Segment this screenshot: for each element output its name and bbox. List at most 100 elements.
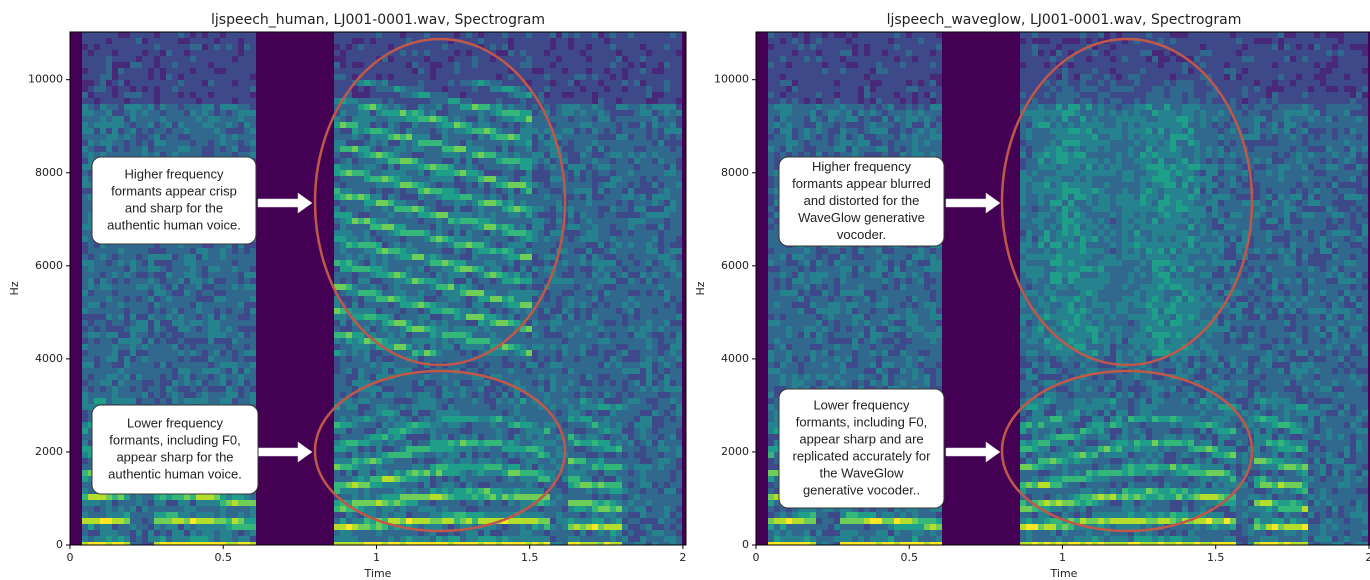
spectrogram-cell xyxy=(262,50,268,56)
spectrogram-cell xyxy=(76,434,82,440)
spectrogram-cell xyxy=(298,494,304,500)
spectrogram-cell xyxy=(286,398,292,404)
spectrogram-cell xyxy=(124,44,130,50)
spectrogram-cell xyxy=(124,260,130,266)
spectrogram-cell xyxy=(298,434,304,440)
spectrogram-cell xyxy=(364,248,370,254)
spectrogram-cell xyxy=(394,116,400,122)
spectrogram-cell xyxy=(100,98,106,104)
spectrogram-cell xyxy=(406,80,412,86)
spectrogram-cell xyxy=(352,122,358,128)
spectrogram-cell xyxy=(286,56,292,62)
spectrogram-cell xyxy=(352,398,358,404)
spectrogram-cell xyxy=(184,92,190,98)
spectrogram-cell xyxy=(388,536,394,542)
spectrogram-cell xyxy=(298,182,304,188)
spectrogram-cell xyxy=(124,512,130,518)
spectrogram-cell xyxy=(316,260,322,266)
spectrogram-cell xyxy=(358,32,364,38)
spectrogram-cell xyxy=(106,56,112,62)
spectrogram-cell xyxy=(190,530,196,536)
spectrogram-cell xyxy=(400,290,406,296)
spectrogram-cell xyxy=(190,38,196,44)
spectrogram-cell xyxy=(292,440,298,446)
spectrogram-cell xyxy=(412,254,418,260)
spectrogram-cell xyxy=(184,338,190,344)
spectrogram-cell xyxy=(376,278,382,284)
spectrogram-cell xyxy=(112,362,118,368)
spectrogram-cell xyxy=(370,284,376,290)
spectrogram-cell xyxy=(334,224,340,230)
spectrogram-cell xyxy=(82,506,88,512)
spectrogram-cell xyxy=(346,518,352,524)
spectrogram-cell xyxy=(364,296,370,302)
spectrogram-cell xyxy=(304,536,310,542)
spectrogram-cell xyxy=(70,188,76,194)
spectrogram-cell xyxy=(418,32,424,38)
spectrogram-cell xyxy=(358,314,364,320)
spectrogram-cell xyxy=(172,104,178,110)
spectrogram-cell xyxy=(340,524,346,530)
spectrogram-cell xyxy=(394,38,400,44)
spectrogram-cell xyxy=(358,470,364,476)
spectrogram-cell xyxy=(340,320,346,326)
spectrogram-cell xyxy=(346,434,352,440)
spectrogram-cell xyxy=(190,62,196,68)
spectrogram-cell xyxy=(262,146,268,152)
spectrogram-cell xyxy=(130,128,136,134)
spectrogram-cell xyxy=(376,194,382,200)
spectrogram-cell xyxy=(352,134,358,140)
spectrogram-cell xyxy=(346,428,352,434)
spectrogram-cell xyxy=(214,536,220,542)
spectrogram-cell xyxy=(412,44,418,50)
spectrogram-cell xyxy=(154,50,160,56)
spectrogram-cell xyxy=(76,302,82,308)
spectrogram-cell xyxy=(172,146,178,152)
spectrogram-cell xyxy=(238,506,244,512)
spectrogram-cell xyxy=(376,494,382,500)
spectrogram-cell xyxy=(328,416,334,422)
spectrogram-cell xyxy=(112,332,118,338)
spectrogram-cell xyxy=(406,326,412,332)
spectrogram-cell xyxy=(244,506,250,512)
spectrogram-cell xyxy=(352,452,358,458)
spectrogram-cell xyxy=(400,182,406,188)
spectrogram-cell xyxy=(322,284,328,290)
spectrogram-cell xyxy=(202,104,208,110)
spectrogram-cell xyxy=(256,176,262,182)
spectrogram-cell xyxy=(376,488,382,494)
spectrogram-cell xyxy=(70,398,76,404)
spectrogram-cell xyxy=(70,278,76,284)
spectrogram-cell xyxy=(214,284,220,290)
spectrogram-cell xyxy=(298,326,304,332)
spectrogram-cell xyxy=(364,122,370,128)
spectrogram-cell xyxy=(400,272,406,278)
spectrogram-cell xyxy=(394,476,400,482)
spectrogram-cell xyxy=(286,392,292,398)
spectrogram-cell xyxy=(238,110,244,116)
spectrogram-cell xyxy=(382,194,388,200)
spectrogram-cell xyxy=(154,134,160,140)
spectrogram-cell xyxy=(376,230,382,236)
spectrogram-cell xyxy=(412,134,418,140)
spectrogram-cell xyxy=(76,284,82,290)
spectrogram-cell xyxy=(76,338,82,344)
spectrogram-cell xyxy=(244,500,250,506)
spectrogram-cell xyxy=(220,32,226,38)
spectrogram-cell xyxy=(364,140,370,146)
spectrogram-cell xyxy=(268,296,274,302)
spectrogram-cell xyxy=(358,536,364,542)
spectrogram-cell xyxy=(292,338,298,344)
spectrogram-cell xyxy=(388,146,394,152)
spectrogram-cell xyxy=(82,326,88,332)
spectrogram-cell xyxy=(316,314,322,320)
spectrogram-cell xyxy=(214,362,220,368)
spectrogram-cell xyxy=(382,488,388,494)
spectrogram-cell xyxy=(136,386,142,392)
spectrogram-cell xyxy=(190,260,196,266)
spectrogram-cell xyxy=(292,428,298,434)
spectrogram-cell xyxy=(406,302,412,308)
spectrogram-cell xyxy=(148,86,154,92)
spectrogram-cell xyxy=(352,500,358,506)
spectrogram-cell xyxy=(160,32,166,38)
